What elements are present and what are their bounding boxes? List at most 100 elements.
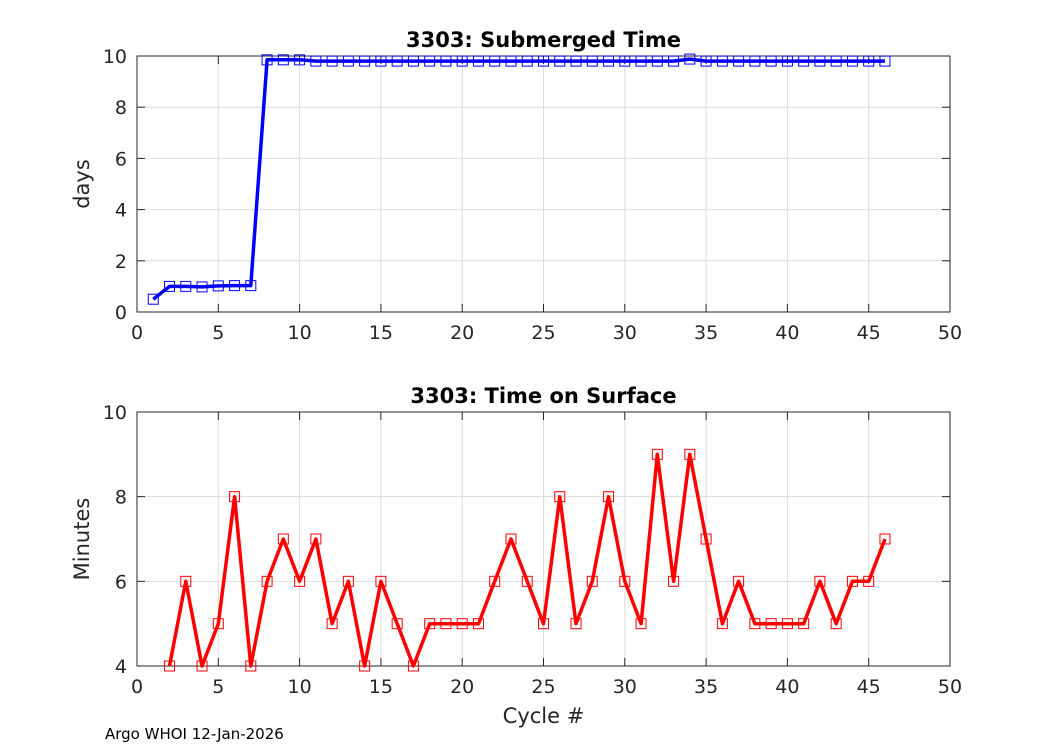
data-point [830,55,842,67]
data-point [554,491,566,503]
data-point [749,55,761,67]
data-point [586,575,598,587]
data-point [619,55,631,67]
data-point [456,55,468,67]
surface-time-chart: 0 5 10 15 20 25 30 35 40 45 50 4 6 8 10 3303: Time on S… [70,384,962,728]
data-point [164,280,176,292]
x-tick-label: 45 [857,322,881,344]
data-point [180,575,192,587]
y-tick-label: 6 [115,148,127,170]
data-point [879,533,891,545]
data-point [749,618,761,630]
x-tick-label: 50 [938,322,962,344]
x-tick-label: 40 [775,676,799,698]
y-axis-label: Minutes [70,498,94,581]
data-point [489,55,501,67]
data-point [570,55,582,67]
y-tick-label: 0 [115,302,127,324]
data-point [863,575,875,587]
data-point [521,55,533,67]
data-point [716,55,728,67]
x-tick-label: 10 [288,676,312,698]
x-tick-label: 20 [450,322,474,344]
data-point [651,448,663,460]
data-point [651,55,663,67]
data-point [554,55,566,67]
data-point [472,55,484,67]
data-point [147,293,159,305]
data-point [879,55,891,67]
data-point [668,575,680,587]
data-point [245,280,257,292]
y-tick-label: 2 [115,251,127,273]
x-tick-label: 5 [212,322,224,344]
data-point [212,618,224,630]
chart-title: 3303: Submerged Time [406,28,681,52]
data-point [310,533,322,545]
data-point [359,660,371,672]
data-point [733,55,745,67]
data-point [310,55,322,67]
x-tick-label: 50 [938,676,962,698]
x-tick-label: 5 [212,676,224,698]
x-tick-label: 20 [450,676,474,698]
x-tick-label: 0 [131,322,143,344]
data-point [684,448,696,460]
data-point [781,55,793,67]
data-point [407,660,419,672]
y-axis-label: days [70,159,94,209]
x-axis-label: Cycle # [503,704,585,728]
data-point [700,55,712,67]
submerged-time-chart: 0 5 10 15 20 25 30 35 40 45 50 0 2 4 6 8 10 3303: Submerg… [70,28,962,344]
data-point [700,533,712,545]
data-point [261,575,273,587]
x-tick-label: 25 [531,322,555,344]
data-point [261,54,273,66]
data-point [830,618,842,630]
y-tick-label: 4 [115,200,127,222]
data-point [472,618,484,630]
x-tick-label: 10 [288,322,312,344]
data-point [326,55,338,67]
data-point [196,660,208,672]
data-point [456,618,468,630]
data-point [846,575,858,587]
y-tick-label: 10 [103,402,127,424]
data-point [863,55,875,67]
data-point [586,55,598,67]
data-point [781,618,793,630]
series-line [152,57,885,301]
data-point [196,281,208,293]
data-point [375,55,387,67]
x-tick-label: 15 [369,322,393,344]
data-point [277,54,289,66]
data-point [505,55,517,67]
x-tick-label: 0 [131,676,143,698]
data-point [342,575,354,587]
x-tick-label: 30 [613,322,637,344]
data-point [391,55,403,67]
data-point [407,55,419,67]
data-point [684,53,696,65]
data-point [245,660,257,672]
y-tick-label: 4 [115,656,127,678]
data-point [603,491,615,503]
data-point [538,618,549,630]
y-tick-label: 6 [115,571,127,593]
x-tick-label: 40 [775,322,799,344]
x-tick-label: 35 [694,322,718,344]
data-point [375,575,387,587]
data-point [229,280,241,292]
data-point [765,55,777,67]
data-point [440,55,452,67]
data-point [424,55,436,67]
data-point [342,55,354,67]
data-point [294,54,306,66]
data-point [798,55,810,67]
data-point [668,55,680,67]
data-point [814,55,826,67]
data-point [635,618,647,630]
x-tick-label: 35 [694,676,718,698]
data-point [180,280,192,292]
data-point [164,660,176,672]
